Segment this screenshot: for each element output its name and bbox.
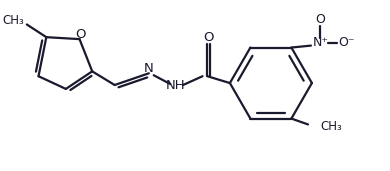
Text: O: O bbox=[203, 31, 214, 44]
Text: CH₃: CH₃ bbox=[321, 120, 342, 133]
Text: N⁺: N⁺ bbox=[313, 36, 329, 49]
Text: O: O bbox=[75, 28, 86, 41]
Text: N: N bbox=[144, 62, 154, 75]
Text: O: O bbox=[316, 13, 326, 26]
Text: O⁻: O⁻ bbox=[338, 36, 354, 49]
Text: CH₃: CH₃ bbox=[2, 14, 24, 27]
Text: NH: NH bbox=[165, 80, 185, 93]
